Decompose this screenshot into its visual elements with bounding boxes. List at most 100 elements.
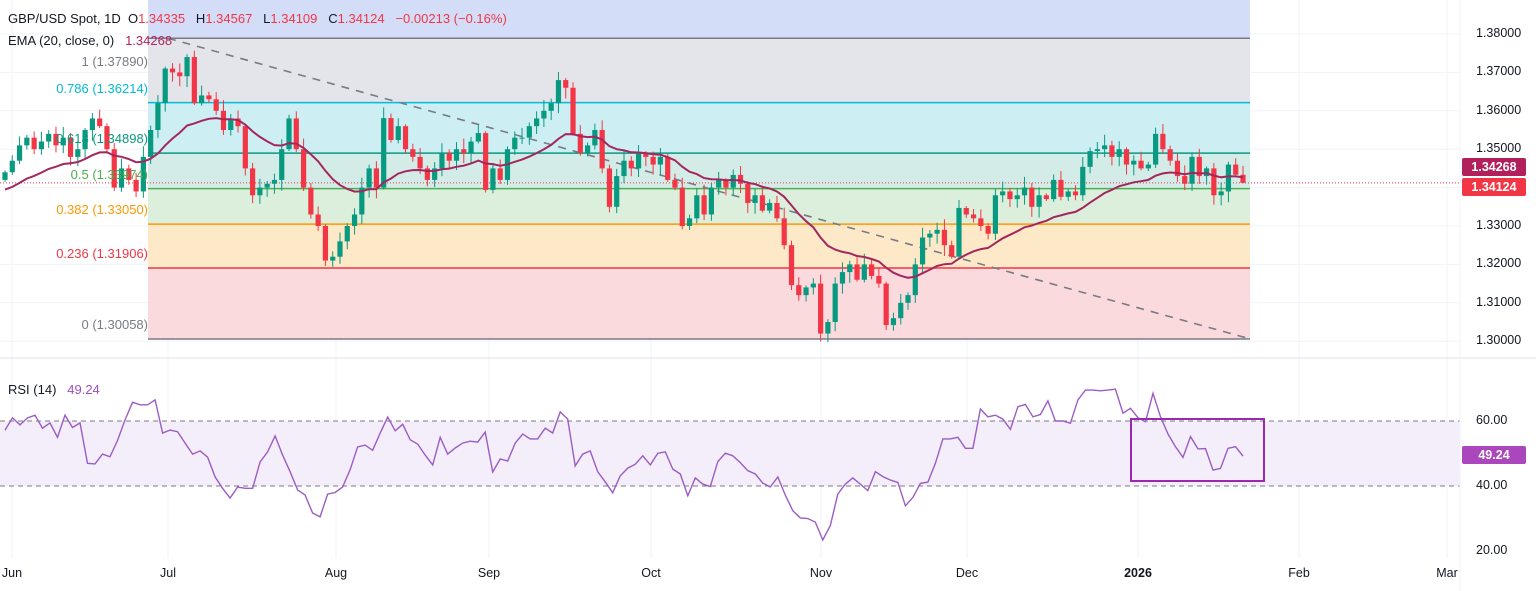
candle-body [439, 153, 445, 169]
candle-body [9, 160, 15, 173]
candle-body [1138, 160, 1144, 169]
rsi-line [4, 388, 1244, 542]
candle-body [898, 302, 904, 319]
fib-label: 0.618 (1.34898) [56, 131, 148, 147]
ema-value: 1.34268 [125, 33, 173, 48]
candle-body [541, 110, 547, 119]
price-tick: 1.37000 [1476, 64, 1522, 79]
candle-body [643, 153, 649, 157]
fib-label: 0 (1.30058) [81, 316, 149, 332]
symbol-legend: GBP/USD Spot, 1D O1.34335 H1.34567 L1.34… [8, 11, 507, 26]
candle-body [628, 160, 634, 169]
candle-body [1131, 160, 1137, 165]
candle-body [300, 149, 307, 188]
time-tick: Nov [809, 566, 833, 580]
ema-legend[interactable]: EMA (20, close, 0) 1.34268 [8, 33, 172, 48]
candle-body [1094, 149, 1100, 152]
candle-body [497, 168, 503, 180]
candle-body [1014, 195, 1020, 200]
candle-body [796, 285, 802, 296]
candle-body [2, 172, 8, 180]
candle-body [1021, 187, 1028, 196]
candle-body [177, 72, 183, 77]
rsi-value: 49.24 [67, 382, 100, 397]
candle-body [67, 137, 74, 157]
time-tick: Dec [955, 566, 979, 580]
candle-body [118, 168, 125, 188]
candles [2, 50, 1246, 343]
candle-body [315, 214, 321, 226]
fib-label: 1 (1.37890) [81, 54, 149, 69]
candle-body [366, 168, 372, 188]
rsi-tick: 20.00 [1476, 543, 1508, 557]
highlight-box [1130, 418, 1265, 482]
candle-body [519, 137, 525, 139]
candle-body [839, 272, 846, 284]
candle-body [992, 195, 998, 234]
candle-body [1116, 149, 1122, 157]
low-value: 1.34109 [270, 11, 318, 26]
candle-body [774, 202, 780, 219]
candle-body [279, 149, 285, 180]
candle-body [461, 149, 467, 154]
candle-body [1167, 149, 1173, 161]
candle-body [512, 137, 518, 150]
candle-body [417, 156, 423, 169]
candle-body [351, 214, 358, 226]
low-label: L [263, 11, 271, 26]
candle-body [490, 168, 496, 190]
candle-body [1145, 164, 1151, 169]
high-label: H [195, 11, 206, 26]
rsi-label: RSI (14) [8, 382, 57, 397]
rsi-legend[interactable]: RSI (14) 49.24 [8, 382, 100, 397]
candle-body [111, 149, 117, 188]
candle-body [1211, 168, 1217, 196]
fibonacci-retracement[interactable] [148, 0, 1250, 340]
symbol-name[interactable]: GBP/USD Spot, 1D [8, 11, 121, 26]
candle-body [970, 214, 977, 219]
candle-body [1102, 145, 1108, 150]
candle-body [140, 156, 146, 192]
price-tick: 1.32000 [1476, 256, 1522, 271]
candle-body [359, 187, 365, 215]
rsi-tick: 60.00 [1476, 413, 1508, 427]
candle-body [344, 226, 350, 242]
candle-body [1051, 179, 1057, 200]
candle-body [737, 174, 744, 184]
candle-body [599, 130, 605, 169]
ema-label: EMA (20, close, 0) [8, 33, 115, 48]
last-price-tag: 1.34124 [1462, 178, 1526, 196]
candle-body [818, 283, 824, 334]
candle-body [1182, 176, 1188, 184]
open-label: O [127, 11, 139, 26]
candle-body [126, 168, 132, 180]
fib-label: 0.5 (1.33974) [70, 166, 148, 182]
price-tick: 1.35000 [1476, 141, 1522, 156]
candle-body [395, 126, 401, 140]
candle-body [271, 179, 278, 184]
ema-line[interactable] [4, 117, 1244, 279]
candle-body [577, 133, 583, 154]
candle-body [803, 287, 809, 296]
candle-body [555, 80, 562, 104]
candle-body [1029, 187, 1035, 207]
time-tick: Mar [1436, 566, 1458, 580]
candle-body [97, 118, 103, 127]
candle-body [148, 130, 154, 157]
time-tick: Jun [1, 566, 23, 580]
candle-body [1043, 195, 1049, 200]
candle-body [883, 283, 889, 326]
candle-body [614, 176, 620, 207]
fib-zone [148, 268, 1250, 339]
rsi-band-fill [0, 421, 1460, 486]
candle-body [213, 99, 219, 111]
time-tick: Feb [1288, 566, 1310, 580]
price-tick: 1.36000 [1476, 102, 1522, 117]
candle-body [1000, 191, 1006, 196]
candle-body [453, 149, 460, 161]
candle-body [752, 195, 758, 203]
candle-body [570, 87, 576, 134]
candle-body [468, 141, 474, 154]
candle-body [708, 187, 714, 215]
